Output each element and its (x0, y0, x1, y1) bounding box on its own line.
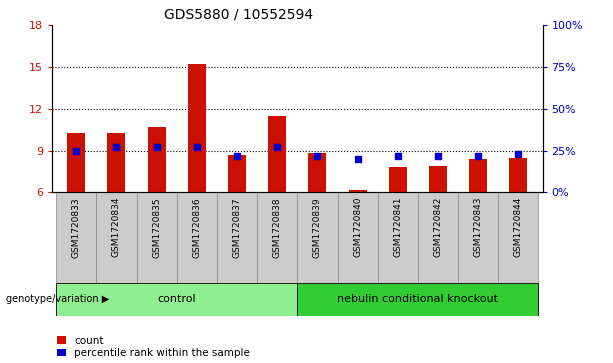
Point (352, 156, 362, 162)
Bar (56, 192, 96, 283)
Point (433, 153, 443, 159)
Legend: count, percentile rank within the sample: count, percentile rank within the sample (57, 336, 250, 358)
Bar (338, 192, 378, 283)
Point (514, 151, 524, 157)
Point (192, 144, 202, 150)
Bar (177, 192, 217, 283)
Bar (217, 192, 257, 283)
Text: GSM1720840: GSM1720840 (353, 197, 362, 257)
Point (112, 144, 121, 150)
Bar (297, 192, 338, 283)
Bar (509, 158, 527, 192)
Bar (96, 192, 137, 283)
Bar (56, 283, 297, 316)
Text: GSM1720841: GSM1720841 (394, 197, 402, 257)
Text: GSM1720842: GSM1720842 (433, 197, 443, 257)
Bar (268, 116, 286, 192)
Point (272, 144, 282, 150)
Bar (67, 132, 85, 192)
Bar (228, 155, 246, 192)
Point (393, 153, 403, 159)
Text: GSM1720835: GSM1720835 (152, 197, 161, 258)
Point (71, 148, 81, 154)
Bar (469, 159, 487, 192)
Point (473, 153, 483, 159)
Text: control: control (158, 294, 196, 305)
Bar (389, 167, 407, 192)
Title: GDS5880 / 10552594: GDS5880 / 10552594 (164, 8, 313, 21)
Bar (418, 192, 458, 283)
Bar (378, 192, 418, 283)
Bar (188, 64, 206, 192)
Text: GSM1720833: GSM1720833 (72, 197, 81, 258)
Text: GSM1720844: GSM1720844 (514, 197, 523, 257)
Bar (308, 154, 327, 192)
Bar (429, 166, 447, 192)
Text: genotype/variation ▶: genotype/variation ▶ (6, 294, 109, 305)
Point (232, 153, 242, 159)
Bar (458, 192, 498, 283)
Bar (107, 132, 126, 192)
Text: GSM1720837: GSM1720837 (232, 197, 242, 258)
Text: GSM1720836: GSM1720836 (192, 197, 201, 258)
Point (151, 144, 161, 150)
Text: GSM1720838: GSM1720838 (273, 197, 282, 258)
Bar (137, 192, 177, 283)
Text: GSM1720834: GSM1720834 (112, 197, 121, 257)
Bar (257, 192, 297, 283)
Bar (498, 192, 538, 283)
Bar (148, 127, 166, 192)
Bar (349, 189, 367, 192)
Point (313, 153, 322, 159)
Text: GSM1720843: GSM1720843 (474, 197, 482, 257)
Text: nebulin conditional knockout: nebulin conditional knockout (337, 294, 498, 305)
Text: GSM1720839: GSM1720839 (313, 197, 322, 258)
Bar (297, 283, 538, 316)
